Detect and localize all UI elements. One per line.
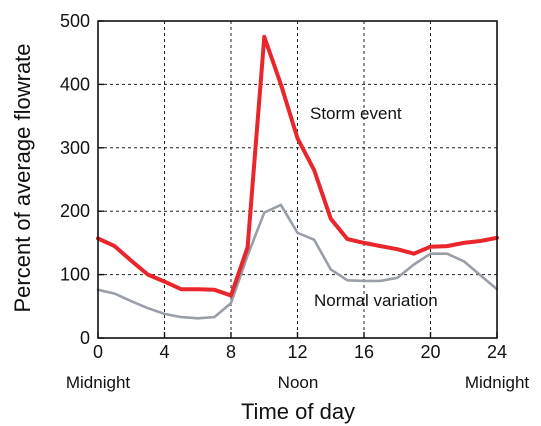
x-tick-labels: 0 4 8 12 16 20 24 — [93, 342, 507, 362]
x-axis-title: Time of day — [241, 399, 355, 424]
series-line-storm-event — [96, 34, 499, 298]
annotation-storm-event: Storm event — [310, 104, 402, 123]
y-tick-label: 100 — [60, 265, 90, 285]
y-tick-label: 400 — [60, 74, 90, 94]
y-axis-title: Percent of average flowrate — [10, 43, 35, 312]
y-tick-label: 300 — [60, 138, 90, 158]
x-tick-label: 12 — [287, 342, 307, 362]
annotation-normal-variation: Normal variation — [314, 291, 438, 310]
grid-lines — [98, 21, 497, 338]
x-tick-label: 16 — [354, 342, 374, 362]
series-line-normal-variation — [96, 203, 499, 320]
series-layer — [96, 34, 499, 320]
tick-marks — [97, 20, 498, 339]
y-tick-labels: 0 100 200 300 400 500 — [60, 11, 90, 348]
y-tick-label: 200 — [60, 201, 90, 221]
x-tick-label: 8 — [226, 342, 236, 362]
x-tick-label: 0 — [93, 342, 103, 362]
x-tick-label: 4 — [159, 342, 169, 362]
y-tick-label: 0 — [80, 328, 90, 348]
x-sublabel-midnight-end: Midnight — [465, 373, 530, 392]
x-sublabel-noon: Noon — [278, 373, 319, 392]
x-tick-label: 24 — [487, 342, 507, 362]
x-tick-label: 20 — [420, 342, 440, 362]
y-tick-label: 500 — [60, 11, 90, 31]
x-sublabel-midnight-start: Midnight — [66, 373, 131, 392]
